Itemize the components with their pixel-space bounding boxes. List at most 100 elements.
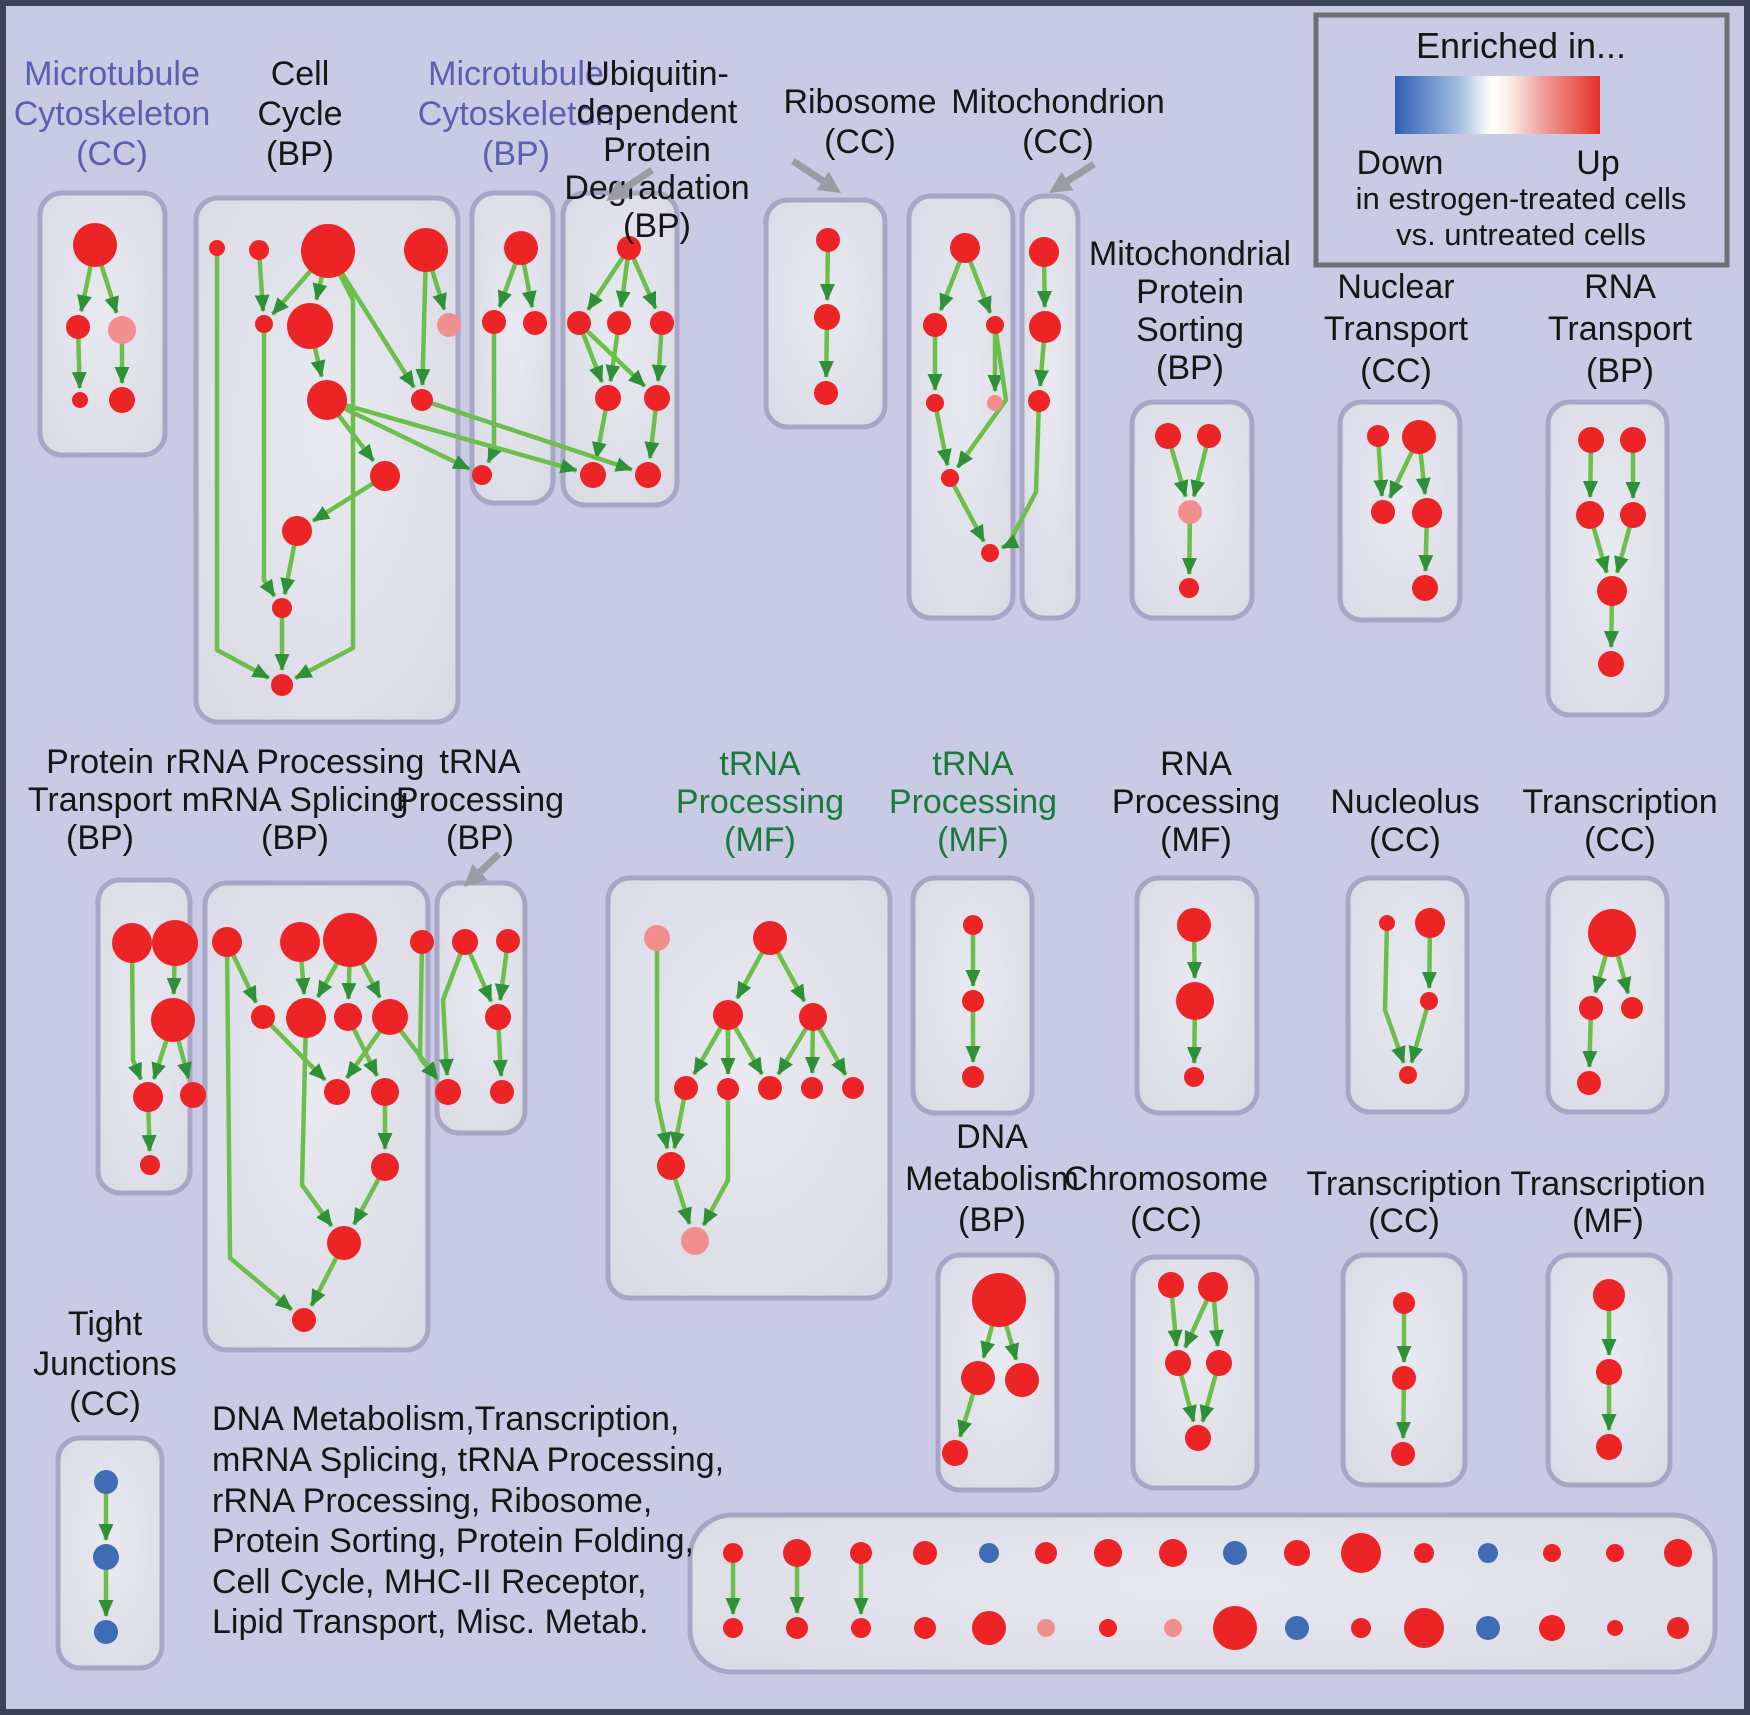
mitochondrion-node (1028, 390, 1050, 412)
microtubule-cc-node (72, 392, 88, 408)
rna-processing-mf-label: (MF) (1160, 821, 1232, 859)
misc-node-row2 (723, 1618, 743, 1638)
trna-mf-small-node (963, 915, 983, 935)
trna-mf-big-node (657, 1152, 685, 1180)
cell-cycle-node (271, 674, 293, 696)
ribosome-node (987, 395, 1003, 411)
ubiquitin-1-node (567, 311, 591, 335)
ribosome-label: (CC) (824, 123, 896, 161)
protein-transport-node (151, 998, 195, 1042)
misc-node-row1 (979, 1543, 999, 1563)
misc-categories-text: Lipid Transport, Misc. Metab. (212, 1603, 649, 1641)
cell-cycle-label: Cycle (257, 95, 342, 133)
trna-bp-label-to-box (477, 851, 502, 875)
misc-categories-text: Protein Sorting, Protein Folding, (212, 1522, 694, 1560)
dna-metabolism-label: Metabolism (905, 1160, 1079, 1198)
rna-transport-node (1597, 576, 1627, 606)
misc-node-row2 (1539, 1615, 1565, 1641)
transcription-cc-lower-node (1391, 1442, 1415, 1466)
transcription-cc-upper-label: (CC) (1584, 821, 1656, 859)
rrna-node (372, 999, 408, 1035)
mito-sorting-label: Protein (1136, 273, 1244, 311)
cell-cycle-node (437, 313, 461, 337)
rrna-node (371, 1153, 399, 1181)
nucleolus-label: Nucleolus (1330, 783, 1479, 821)
cell-cycle-label: (BP) (266, 135, 334, 173)
nuclear-transport-node (1412, 575, 1438, 601)
ubiquitin-label-to-box2-head (816, 171, 841, 193)
rna-transport-label: (BP) (1586, 352, 1654, 390)
rrna-label: rRNA Processing (166, 743, 425, 781)
rna-transport-node (1578, 427, 1604, 453)
ubiquitin-1-node (617, 236, 641, 260)
dna-metabolism-label: (BP) (958, 1201, 1026, 1239)
microtubule-cc-box (37, 190, 168, 458)
rrna-box (202, 880, 431, 1353)
legend-box (1313, 12, 1730, 268)
chromosome-node (1158, 1272, 1184, 1298)
nuclear-transport-node (1412, 498, 1442, 528)
misc-node-row1 (1341, 1533, 1381, 1573)
mitochondrion-box (1019, 193, 1081, 621)
nuclear-transport-node (1371, 500, 1395, 524)
cell-cycle-node (287, 303, 333, 349)
rrna-node (292, 1308, 316, 1332)
transcription-cc-upper-label: Transcription (1522, 783, 1717, 821)
misc-node-row2 (1099, 1619, 1117, 1637)
trna-mf-small-node (962, 1066, 984, 1088)
ubiquitin-1-label: dependent (577, 93, 738, 131)
protein-transport-edge (127, 942, 143, 1081)
cell-cycle-node (370, 461, 400, 491)
transcription-cc-lower-node (1393, 1292, 1415, 1314)
legend-up-label: Up (1576, 144, 1619, 182)
misc-node-row2 (1351, 1618, 1371, 1638)
ubiquitin-1-edge (577, 321, 647, 388)
legend-title: Enriched in... (1416, 25, 1626, 66)
rrna-node (280, 922, 320, 962)
nucleolus-node (1420, 992, 1438, 1010)
transcription-mf-label: Transcription (1510, 1165, 1705, 1203)
transcription-mf-node (1596, 1359, 1622, 1385)
mitochondrion-node (1029, 311, 1061, 343)
rrna-label: mRNA Splicing (182, 781, 409, 819)
misc-categories-text: rRNA Processing, Ribosome, (212, 1482, 652, 1520)
ubiquitin-1-label: Degradation (564, 169, 749, 207)
trna-mf-big-label: Processing (676, 783, 844, 821)
transcription-cc-upper-node (1577, 1071, 1601, 1095)
transcription-cc-upper-box (1545, 875, 1670, 1115)
ribosome-edge (932, 402, 952, 467)
microtubule-cc-node (66, 315, 90, 339)
protein-transport-node (140, 1155, 160, 1175)
trna-mf-big-node (753, 921, 787, 955)
microtubule-bp-node (523, 311, 547, 335)
transcription-cc-upper-node (1621, 997, 1643, 1019)
rna-processing-mf-label: Processing (1112, 783, 1280, 821)
legend-subtitle: vs. untreated cells (1396, 217, 1646, 252)
misc-node-row1 (1094, 1539, 1122, 1567)
ribosome-edge (948, 476, 986, 543)
cross-edge (1000, 400, 1042, 550)
nuclear-transport-node (1367, 425, 1389, 447)
misc-node-row1 (723, 1543, 743, 1563)
ribosome-node (981, 544, 999, 562)
transcription-cc-upper-node (1579, 996, 1603, 1020)
rrna-node (324, 1079, 350, 1105)
misc-node-row1 (1664, 1539, 1692, 1567)
rna-transport-node (1620, 502, 1646, 528)
ubiquitin-1-label: Ubiquitin- (585, 55, 729, 93)
nuclear-transport-label: (CC) (1360, 352, 1432, 390)
microtubule-bp-node (504, 231, 538, 265)
cell-cycle-edge (259, 324, 277, 598)
trna-bp-node (490, 1080, 514, 1104)
rrna-node (251, 1005, 275, 1029)
ubiquitin-1-node (595, 385, 621, 411)
ubiquitin-label-to-box1-head (606, 179, 631, 201)
transcription-cc-lower-label: (CC) (1368, 1202, 1440, 1240)
trna-bp-label: tRNA (439, 743, 521, 781)
trna-bp-label: (BP) (446, 819, 514, 857)
cell-cycle-edge (214, 248, 270, 680)
protein-transport-node (112, 923, 152, 963)
ribosome-node (941, 469, 959, 487)
trna-mf-big-node (801, 1077, 823, 1099)
